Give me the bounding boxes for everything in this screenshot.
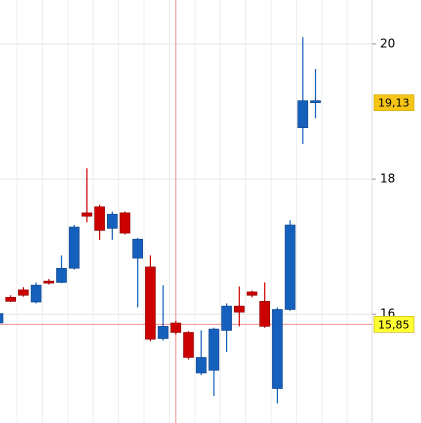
candle-body	[183, 332, 194, 358]
candle-body	[272, 309, 283, 389]
candle-body	[157, 326, 169, 339]
candle-body	[284, 224, 296, 310]
candle-body	[132, 238, 143, 259]
candle-body	[145, 266, 156, 340]
candle-body	[81, 212, 93, 217]
candle-body	[5, 297, 16, 302]
candle-body	[107, 213, 118, 229]
candle-body	[170, 322, 182, 333]
candle-body	[208, 328, 220, 371]
crosshair-tag-label: 15,85	[378, 318, 410, 331]
candle-body	[94, 206, 105, 231]
candle-body	[310, 100, 321, 104]
candle-body	[68, 226, 80, 269]
crosshair-tag-box	[373, 316, 415, 333]
candle-body	[18, 289, 29, 296]
candle-body	[259, 301, 271, 327]
candle-body	[297, 100, 309, 129]
last-price-tag: 19,13	[373, 94, 415, 112]
candle-body	[56, 267, 67, 283]
candle-body	[0, 313, 4, 324]
candle-body	[246, 291, 258, 296]
candle-body	[234, 305, 245, 313]
last-price-tag-box	[373, 94, 415, 112]
last-price-tag-label: 19,13	[378, 97, 410, 110]
candle-body	[30, 284, 42, 303]
crosshair-tag: 15,85	[373, 316, 415, 333]
candle-body	[43, 280, 55, 284]
candle-body	[221, 305, 232, 331]
candle-body	[119, 212, 131, 234]
y-tick-label: 18	[380, 172, 395, 186]
candle-body	[195, 357, 207, 374]
y-tick-label: 20	[380, 36, 395, 50]
